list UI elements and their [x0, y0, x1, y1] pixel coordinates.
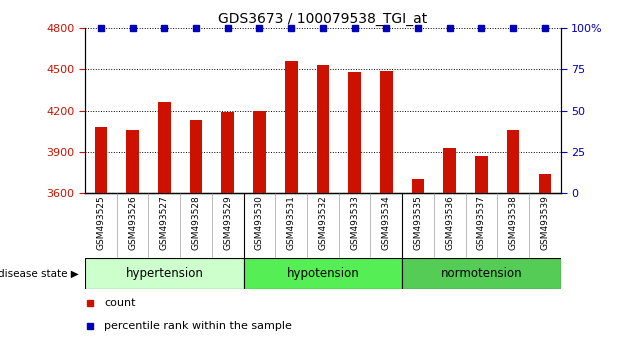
Text: GSM493531: GSM493531: [287, 195, 295, 250]
Text: hypertension: hypertension: [125, 267, 203, 280]
Title: GDS3673 / 100079538_TGI_at: GDS3673 / 100079538_TGI_at: [218, 12, 428, 26]
Bar: [348, 72, 361, 193]
Text: percentile rank within the sample: percentile rank within the sample: [104, 321, 292, 331]
Bar: [507, 130, 520, 193]
Text: disease state ▶: disease state ▶: [0, 268, 79, 279]
Text: GSM493532: GSM493532: [318, 195, 328, 250]
Bar: [402, 258, 561, 289]
Text: GSM493530: GSM493530: [255, 195, 264, 250]
Text: GSM493539: GSM493539: [541, 195, 549, 250]
Bar: [316, 65, 329, 193]
Bar: [158, 102, 171, 193]
Text: GSM493535: GSM493535: [413, 195, 423, 250]
Bar: [244, 258, 402, 289]
Text: GSM493533: GSM493533: [350, 195, 359, 250]
Text: GSM493537: GSM493537: [477, 195, 486, 250]
Bar: [253, 111, 266, 193]
Text: GSM493529: GSM493529: [223, 195, 232, 250]
Text: GSM493525: GSM493525: [96, 195, 105, 250]
Text: GSM493538: GSM493538: [508, 195, 518, 250]
Text: GSM493527: GSM493527: [160, 195, 169, 250]
Bar: [475, 156, 488, 193]
Bar: [85, 258, 244, 289]
Bar: [126, 130, 139, 193]
Bar: [380, 71, 392, 193]
Bar: [285, 61, 297, 193]
Bar: [94, 127, 107, 193]
Text: GSM493528: GSM493528: [192, 195, 200, 250]
Bar: [221, 112, 234, 193]
Text: GSM493536: GSM493536: [445, 195, 454, 250]
Text: count: count: [104, 298, 135, 308]
Bar: [444, 148, 456, 193]
Text: hypotension: hypotension: [287, 267, 359, 280]
Bar: [539, 174, 551, 193]
Text: GSM493526: GSM493526: [128, 195, 137, 250]
Bar: [411, 179, 425, 193]
Bar: [190, 120, 202, 193]
Text: normotension: normotension: [440, 267, 522, 280]
Text: GSM493534: GSM493534: [382, 195, 391, 250]
